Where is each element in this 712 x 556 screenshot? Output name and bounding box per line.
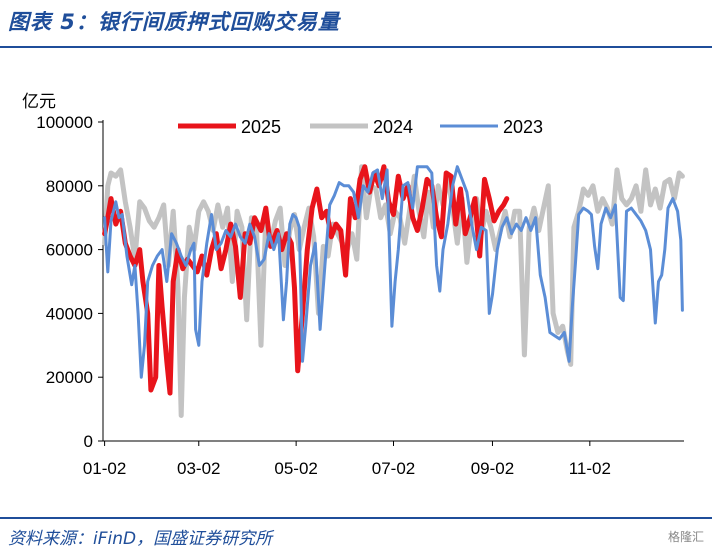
y-tick-label: 60000 xyxy=(46,241,93,260)
line-chart: 亿元 100000 80000 60000 40000 20000 0 01-02 03-02… xyxy=(22,92,685,478)
legend: 2025 2024 2023 xyxy=(178,117,543,137)
title-rule xyxy=(0,46,712,48)
x-tick-label: 07-02 xyxy=(372,459,415,478)
series-line-2024 xyxy=(102,164,685,418)
y-tick-label: 20000 xyxy=(46,368,93,387)
x-tick-label: 01-02 xyxy=(83,459,126,478)
series-line-2023 xyxy=(103,165,684,379)
series-line-2025 xyxy=(102,164,510,396)
legend-label-2025: 2025 xyxy=(241,117,281,137)
y-tick-label: 0 xyxy=(84,432,93,451)
x-tick-label: 03-02 xyxy=(177,459,220,478)
watermark-logo: 格隆汇 xyxy=(667,530,704,544)
series-lines xyxy=(102,164,685,418)
x-tick-label: 11-02 xyxy=(569,459,611,478)
x-tick-label: 09-02 xyxy=(471,459,514,478)
chart-title: 图表 5：银行间质押式回购交易量 xyxy=(8,10,340,34)
source-note: 资料来源：iFinD，国盛证券研究所 xyxy=(8,529,273,549)
x-tick-label: 05-02 xyxy=(274,459,317,478)
y-tick-label: 100000 xyxy=(36,113,93,132)
legend-label-2024: 2024 xyxy=(373,117,413,137)
footer-rule xyxy=(0,517,712,519)
y-unit-label: 亿元 xyxy=(22,92,56,111)
axes: 100000 80000 60000 40000 20000 0 01-02 03-02 05-… xyxy=(36,113,684,478)
legend-label-2023: 2023 xyxy=(503,117,543,137)
y-tick-label: 80000 xyxy=(46,177,93,196)
y-tick-label: 40000 xyxy=(46,304,93,323)
